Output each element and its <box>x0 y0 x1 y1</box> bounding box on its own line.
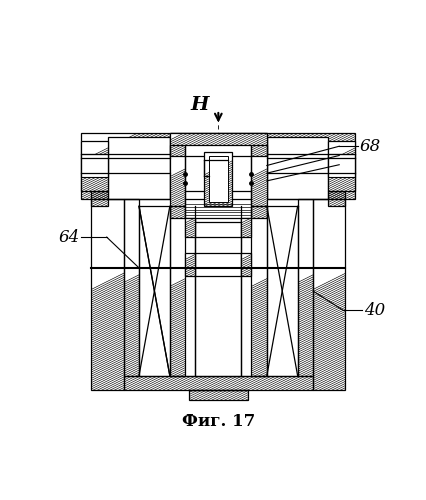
Polygon shape <box>251 206 267 376</box>
Polygon shape <box>298 198 313 376</box>
Polygon shape <box>242 252 251 276</box>
Bar <box>139 198 298 376</box>
Bar <box>81 154 108 177</box>
Bar <box>108 137 170 198</box>
Bar <box>185 144 251 218</box>
Polygon shape <box>170 144 185 218</box>
Polygon shape <box>189 390 248 400</box>
Polygon shape <box>170 206 185 376</box>
Polygon shape <box>313 198 345 390</box>
Polygon shape <box>242 218 251 237</box>
Polygon shape <box>328 141 355 191</box>
Polygon shape <box>251 144 267 218</box>
Text: 40: 40 <box>364 302 385 319</box>
Polygon shape <box>81 141 108 191</box>
Polygon shape <box>81 133 355 198</box>
Bar <box>209 156 227 202</box>
Polygon shape <box>170 133 267 156</box>
Bar <box>328 154 355 177</box>
Text: 64: 64 <box>58 228 80 246</box>
Bar <box>139 206 170 376</box>
Text: Фиг. 17: Фиг. 17 <box>182 414 255 430</box>
Text: 68: 68 <box>360 138 381 154</box>
Polygon shape <box>91 191 108 206</box>
Polygon shape <box>124 198 139 376</box>
Polygon shape <box>185 252 195 276</box>
Bar <box>170 133 267 198</box>
Polygon shape <box>91 198 124 390</box>
Bar <box>267 206 298 376</box>
Polygon shape <box>124 376 313 390</box>
Text: H: H <box>191 96 209 114</box>
Bar <box>267 137 328 198</box>
Bar <box>195 206 242 376</box>
Polygon shape <box>328 191 345 206</box>
Polygon shape <box>204 152 232 206</box>
Polygon shape <box>185 218 195 237</box>
